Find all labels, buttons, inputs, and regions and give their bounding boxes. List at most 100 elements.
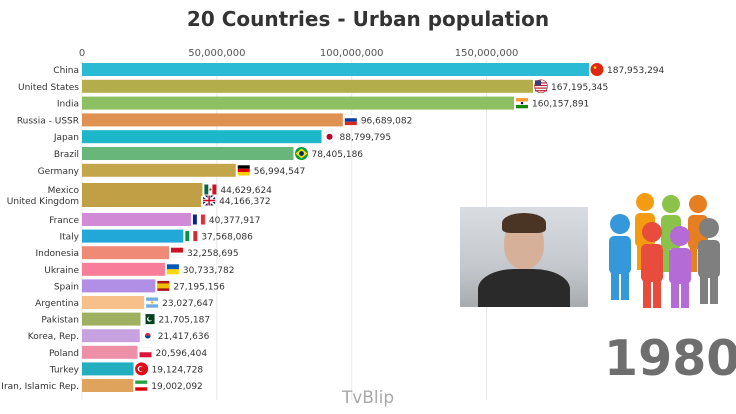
person-hair (502, 213, 546, 233)
chart-title: 20 Countries - Urban population (186, 7, 550, 31)
bar (82, 362, 134, 376)
value-labels: 187,953,294 167,195,345 160,157,891 96,689,… (151, 66, 664, 392)
indonesia-flag-icon (170, 247, 184, 258)
pakistan-flag-icon (142, 314, 155, 325)
bar (82, 63, 589, 76)
poland-flag-icon (139, 347, 152, 358)
value-label: 44,166,372 (219, 197, 271, 207)
webcam-overlay (460, 207, 588, 307)
value-label: 23,027,647 (162, 299, 214, 309)
bar (82, 163, 236, 177)
bar (82, 312, 141, 326)
bar (82, 246, 170, 260)
bar (82, 279, 156, 293)
iran-flag-icon (135, 380, 148, 391)
person-blue-icon (609, 214, 631, 300)
category-label: Brazil (54, 150, 79, 160)
germany-flag-icon (237, 165, 250, 176)
category-label: Japan (53, 133, 79, 143)
bar (82, 329, 140, 343)
usa-flag-icon (534, 79, 548, 94)
category-label: India (57, 100, 79, 110)
x-tick-label: 100,000,000 (320, 48, 384, 59)
italy-flag-icon (185, 231, 198, 242)
spain-flag-icon (157, 280, 170, 291)
bar (82, 262, 165, 276)
x-tick-label: 150,000,000 (455, 48, 519, 59)
category-label: United Kingdom (7, 197, 79, 207)
value-label: 21,705,187 (159, 316, 211, 326)
person-body (478, 269, 570, 307)
value-label: 37,568,086 (201, 233, 253, 243)
category-label: Argentina (35, 299, 79, 309)
bar (82, 130, 322, 144)
japan-flag-icon (323, 130, 336, 143)
mexico-flag-icon (204, 184, 217, 195)
bar (82, 96, 515, 110)
category-label: Mexico (48, 186, 80, 196)
bars (82, 63, 589, 392)
category-label: Germany (38, 167, 80, 177)
bar (82, 183, 203, 196)
value-label: 21,417,636 (158, 332, 210, 342)
bar (82, 147, 294, 160)
uk-flag-icon (202, 194, 216, 207)
person-purple-icon (669, 226, 691, 308)
category-label: United States (18, 83, 79, 93)
person-red-icon (641, 222, 663, 308)
watermark: TvBlip (341, 388, 395, 408)
value-label: 20,596,404 (156, 349, 208, 359)
category-label: Poland (49, 349, 79, 359)
category-label: Pakistan (41, 316, 79, 326)
china-flag-icon (590, 63, 604, 76)
russia-flag-icon (344, 114, 357, 126)
value-label: 88,799,795 (340, 133, 392, 143)
france-flag-icon (192, 214, 205, 225)
category-label: France (49, 216, 79, 226)
bar (82, 213, 191, 226)
year-label: 1980 (604, 330, 736, 387)
value-label: 56,994,547 (254, 167, 306, 177)
argentina-flag-icon (146, 297, 159, 308)
x-tick-label: 0 (79, 48, 85, 59)
category-label: Russia - USSR (17, 116, 79, 126)
korea-flag-icon (141, 330, 154, 341)
flag-icons (135, 63, 604, 391)
value-label: 40,377,917 (209, 216, 261, 226)
value-label: 44,629,624 (220, 186, 272, 196)
bar (82, 379, 134, 392)
bar (82, 79, 534, 93)
bar (82, 194, 202, 207)
x-tick-label: 50,000,000 (188, 48, 245, 59)
bar (82, 113, 343, 127)
brazil-flag-icon (294, 147, 308, 160)
india-flag-icon (516, 98, 529, 109)
category-label: Spain (54, 282, 79, 292)
value-label: 187,953,294 (607, 66, 665, 76)
people-group-icon (609, 193, 720, 308)
category-label: Italy (59, 233, 79, 243)
value-label: 78,405,186 (311, 150, 363, 160)
value-label: 160,157,891 (532, 100, 589, 110)
turkey-flag-icon (135, 362, 149, 376)
bar (82, 296, 145, 309)
bar (82, 229, 184, 243)
value-label: 19,002,092 (151, 382, 203, 392)
bar (82, 345, 138, 359)
value-label: 96,689,082 (361, 116, 413, 126)
category-label: Indonesia (35, 249, 79, 259)
value-label: 167,195,345 (551, 83, 608, 93)
category-label: Turkey (49, 365, 80, 375)
person-gray-icon (698, 218, 720, 304)
category-label: China (53, 66, 79, 76)
value-label: 19,124,728 (152, 365, 204, 375)
value-label: 30,733,782 (183, 266, 235, 276)
value-label: 32,258,695 (187, 249, 239, 259)
category-label: Korea, Rep. (28, 332, 79, 342)
category-label: Ukraine (44, 266, 79, 276)
x-axis-ticks: 0 50,000,000 100,000,000 150,000,000 (79, 48, 519, 59)
value-label: 27,195,156 (173, 282, 225, 292)
category-labels: China United States India Russia - USSR Japa… (1, 66, 79, 392)
category-label: Iran, Islamic Rep. (1, 382, 79, 392)
